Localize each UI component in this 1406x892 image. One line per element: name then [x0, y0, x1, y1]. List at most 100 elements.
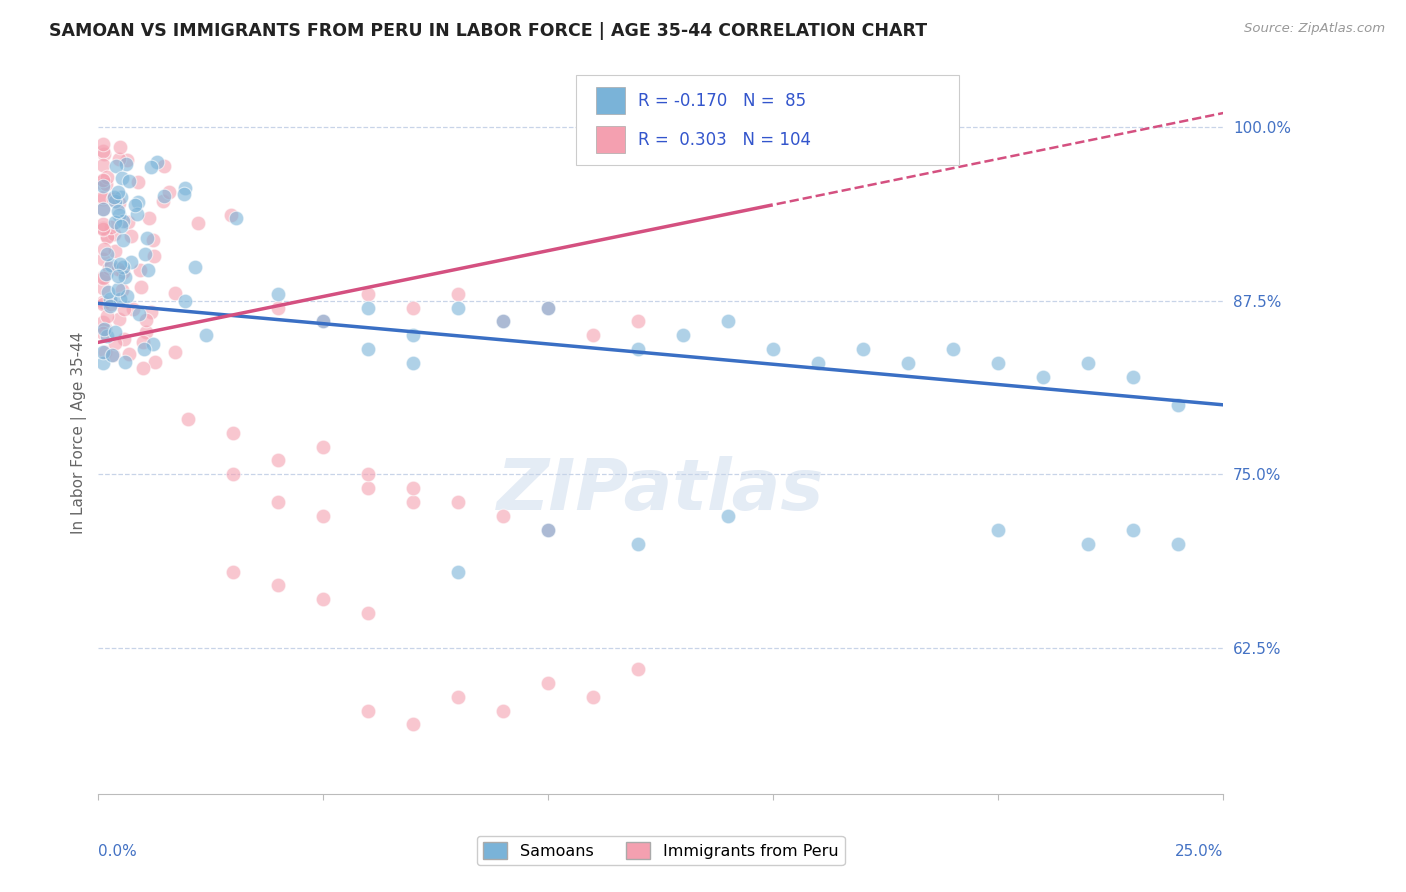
Point: [537, 301, 560, 315]
Point: [987, 356, 1010, 370]
Point: [537, 301, 560, 315]
Point: [312, 314, 335, 328]
Point: [107, 268, 129, 283]
Point: [222, 425, 245, 440]
Point: [173, 186, 195, 201]
Point: [108, 196, 131, 211]
Point: [717, 314, 740, 328]
Point: [120, 255, 142, 269]
Point: [96, 247, 118, 261]
Point: [402, 356, 425, 370]
Point: [174, 181, 197, 195]
Point: [124, 197, 146, 211]
Point: [312, 314, 335, 328]
Point: [96, 309, 118, 323]
Point: [267, 495, 290, 509]
Point: [447, 301, 470, 315]
Point: [357, 467, 380, 482]
Point: [146, 155, 169, 169]
Point: [136, 231, 159, 245]
Point: [357, 481, 380, 495]
Point: [1122, 370, 1144, 384]
Point: [447, 495, 470, 509]
Point: [98, 260, 121, 275]
Point: [100, 258, 122, 272]
Point: [91, 280, 114, 294]
Point: [108, 152, 131, 166]
Point: [110, 283, 132, 297]
Text: 25.0%: 25.0%: [1175, 845, 1223, 860]
Point: [96, 169, 118, 184]
Point: [120, 229, 142, 244]
Point: [852, 343, 875, 357]
Point: [108, 140, 131, 154]
Point: [94, 267, 117, 281]
FancyBboxPatch shape: [576, 75, 959, 165]
Point: [138, 262, 160, 277]
Point: [103, 190, 125, 204]
Point: [111, 265, 134, 279]
Point: [104, 335, 127, 350]
Point: [987, 523, 1010, 537]
Point: [195, 327, 218, 342]
Point: [93, 193, 115, 207]
Text: ZIPatlas: ZIPatlas: [498, 456, 824, 524]
Point: [114, 354, 136, 368]
Point: [153, 189, 176, 203]
Point: [152, 194, 174, 208]
Point: [91, 172, 114, 186]
Point: [402, 717, 425, 731]
Point: [112, 233, 135, 247]
Point: [91, 174, 114, 188]
Point: [112, 301, 135, 316]
Point: [537, 675, 560, 690]
Point: [91, 177, 114, 191]
Point: [100, 296, 122, 310]
Point: [93, 321, 115, 335]
Point: [91, 218, 114, 232]
Point: [118, 174, 141, 188]
Text: 0.0%: 0.0%: [98, 845, 138, 860]
Point: [1077, 356, 1099, 370]
Point: [101, 192, 124, 206]
Point: [312, 440, 335, 454]
Point: [267, 301, 290, 315]
Point: [312, 508, 335, 523]
Text: R = -0.170   N =  85: R = -0.170 N = 85: [638, 92, 807, 110]
Point: [91, 295, 114, 310]
Point: [114, 269, 136, 284]
Point: [94, 321, 117, 335]
Point: [1167, 537, 1189, 551]
Point: [115, 288, 138, 302]
Point: [127, 175, 149, 189]
Point: [762, 343, 785, 357]
Point: [143, 355, 166, 369]
Point: [537, 523, 560, 537]
Point: [107, 204, 129, 219]
Point: [107, 282, 129, 296]
Text: SAMOAN VS IMMIGRANTS FROM PERU IN LABOR FORCE | AGE 35-44 CORRELATION CHART: SAMOAN VS IMMIGRANTS FROM PERU IN LABOR …: [49, 22, 928, 40]
Point: [93, 146, 115, 161]
Point: [104, 215, 127, 229]
Point: [107, 185, 129, 199]
Point: [165, 286, 187, 301]
Point: [267, 453, 290, 467]
Point: [173, 293, 195, 308]
Point: [132, 335, 155, 350]
Point: [627, 662, 650, 676]
Point: [117, 215, 139, 229]
Point: [219, 208, 242, 222]
Point: [103, 227, 125, 242]
Point: [103, 348, 125, 362]
Point: [132, 360, 155, 375]
Point: [104, 244, 127, 258]
Point: [1167, 398, 1189, 412]
Point: [177, 411, 200, 425]
Point: [187, 217, 209, 231]
Point: [143, 249, 166, 263]
Point: [91, 269, 114, 284]
Point: [104, 159, 127, 173]
Text: Source: ZipAtlas.com: Source: ZipAtlas.com: [1244, 22, 1385, 36]
Point: [492, 508, 515, 523]
Point: [447, 565, 470, 579]
